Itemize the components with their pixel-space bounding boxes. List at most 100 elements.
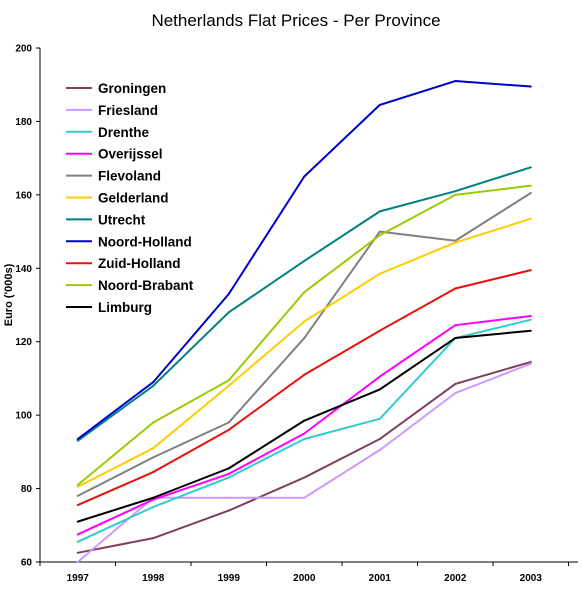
- series-line-segment: [76, 421, 155, 486]
- series-line-segment: [76, 496, 155, 523]
- series-lines: [76, 80, 532, 563]
- series-line-segment: [227, 476, 306, 512]
- x-tick-label: 1998: [142, 573, 165, 584]
- series-line-segment: [454, 360, 532, 385]
- series-line-segment: [303, 272, 381, 323]
- y-tick-label: 180: [15, 117, 32, 128]
- series-noord-brabant: [76, 184, 532, 486]
- series-line-segment: [378, 80, 457, 106]
- series-line-segment: [454, 362, 532, 395]
- series-line-segment: [76, 471, 155, 507]
- series-drenthe: [76, 318, 532, 543]
- y-tick-label: 60: [21, 558, 33, 569]
- series-line-segment: [227, 259, 306, 314]
- series-line-segment: [152, 472, 230, 501]
- series-line-segment: [303, 234, 381, 294]
- series-line-segment: [303, 449, 381, 499]
- series-line-segment: [378, 337, 457, 391]
- series-line-segment: [454, 184, 532, 196]
- series-line-segment: [76, 456, 155, 497]
- legend-label: Limburg: [98, 300, 152, 315]
- legend-label: Zuid-Holland: [98, 256, 180, 271]
- series-line-segment: [76, 447, 155, 488]
- series-line-segment: [152, 509, 230, 540]
- series-line-segment: [303, 230, 381, 340]
- y-tick-label: 80: [21, 484, 33, 495]
- series-line-segment: [378, 382, 457, 441]
- legend-label: Drenthe: [98, 125, 149, 140]
- series-noord-holland: [76, 80, 532, 441]
- legend-label: Groningen: [98, 81, 166, 96]
- legend-label: Flevoland: [98, 169, 161, 184]
- series-flevoland: [76, 192, 532, 497]
- series-line-segment: [303, 210, 381, 262]
- chart-title: Netherlands Flat Prices - Per Province: [151, 11, 440, 30]
- series-line-segment: [227, 419, 306, 470]
- series-line-segment: [378, 193, 457, 237]
- x-tick-label: 2002: [444, 573, 467, 584]
- series-line-segment: [76, 505, 155, 543]
- series-line-segment: [303, 438, 381, 479]
- x-tick-label: 1999: [218, 573, 241, 584]
- series-line-segment: [454, 315, 532, 327]
- series-line-segment: [378, 230, 457, 242]
- legend-label: Overijssel: [98, 147, 163, 162]
- y-ticks: 60 80 100 120 140 160 180 200: [15, 44, 40, 569]
- series-line-segment: [152, 292, 230, 384]
- series-line-segment: [378, 287, 457, 332]
- series-line-segment: [76, 498, 155, 536]
- series-line-segment: [454, 166, 532, 193]
- series-line-segment: [152, 428, 230, 474]
- series-zuid-holland: [76, 269, 532, 507]
- series-line-segment: [152, 421, 230, 459]
- series-line-segment: [454, 269, 532, 290]
- x-tick-label: 2001: [369, 573, 392, 584]
- x-tick-label: 2000: [293, 573, 316, 584]
- series-overijssel: [76, 315, 532, 536]
- y-axis-label: Euro ('000s): [3, 263, 15, 326]
- series-line-segment: [303, 329, 381, 376]
- series-line-segment: [227, 432, 306, 475]
- series-line-segment: [378, 337, 457, 420]
- series-line-segment: [227, 320, 306, 387]
- series-line-segment: [227, 175, 306, 295]
- series-line-segment: [152, 379, 230, 424]
- series-friesland: [76, 362, 532, 563]
- series-line-segment: [454, 329, 532, 340]
- legend: Groningen Friesland Drenthe Overijssel Flevo…: [66, 81, 194, 315]
- y-tick-label: 120: [15, 337, 32, 348]
- legend-label: Utrecht: [98, 212, 146, 227]
- series-line-segment: [303, 103, 381, 178]
- series-utrecht: [76, 166, 532, 442]
- series-line-segment: [454, 217, 532, 244]
- series-line-segment: [303, 417, 381, 441]
- series-line-segment: [303, 388, 381, 422]
- legend-label: Noord-Holland: [98, 234, 192, 249]
- series-line-segment: [152, 384, 230, 450]
- x-tick-label: 2003: [520, 573, 543, 584]
- x-tick-label: 1997: [67, 573, 90, 584]
- series-gelderland: [76, 217, 532, 488]
- series-line-segment: [76, 496, 155, 563]
- plot-area: [39, 48, 578, 563]
- x-ticks: 1997 1998 1999 2000 2001 2002 2003: [39, 562, 570, 584]
- legend-label: Noord-Brabant: [98, 278, 194, 293]
- series-line-segment: [76, 537, 155, 554]
- series-line-segment: [378, 241, 457, 275]
- y-tick-label: 140: [15, 264, 32, 275]
- y-tick-label: 100: [15, 411, 32, 422]
- series-line-segment: [152, 467, 230, 499]
- series-line-segment: [227, 438, 306, 479]
- legend-label: Gelderland: [98, 191, 169, 206]
- series-line-segment: [152, 311, 230, 387]
- y-tick-label: 160: [15, 190, 32, 201]
- series-line-segment: [227, 337, 306, 424]
- series-line-segment: [454, 318, 532, 340]
- series-line-segment: [454, 80, 532, 88]
- series-line-segment: [76, 381, 155, 441]
- legend-label: Friesland: [98, 103, 158, 118]
- series-line-segment: [227, 291, 306, 382]
- series-line-segment: [76, 384, 155, 442]
- y-tick-label: 200: [15, 44, 32, 55]
